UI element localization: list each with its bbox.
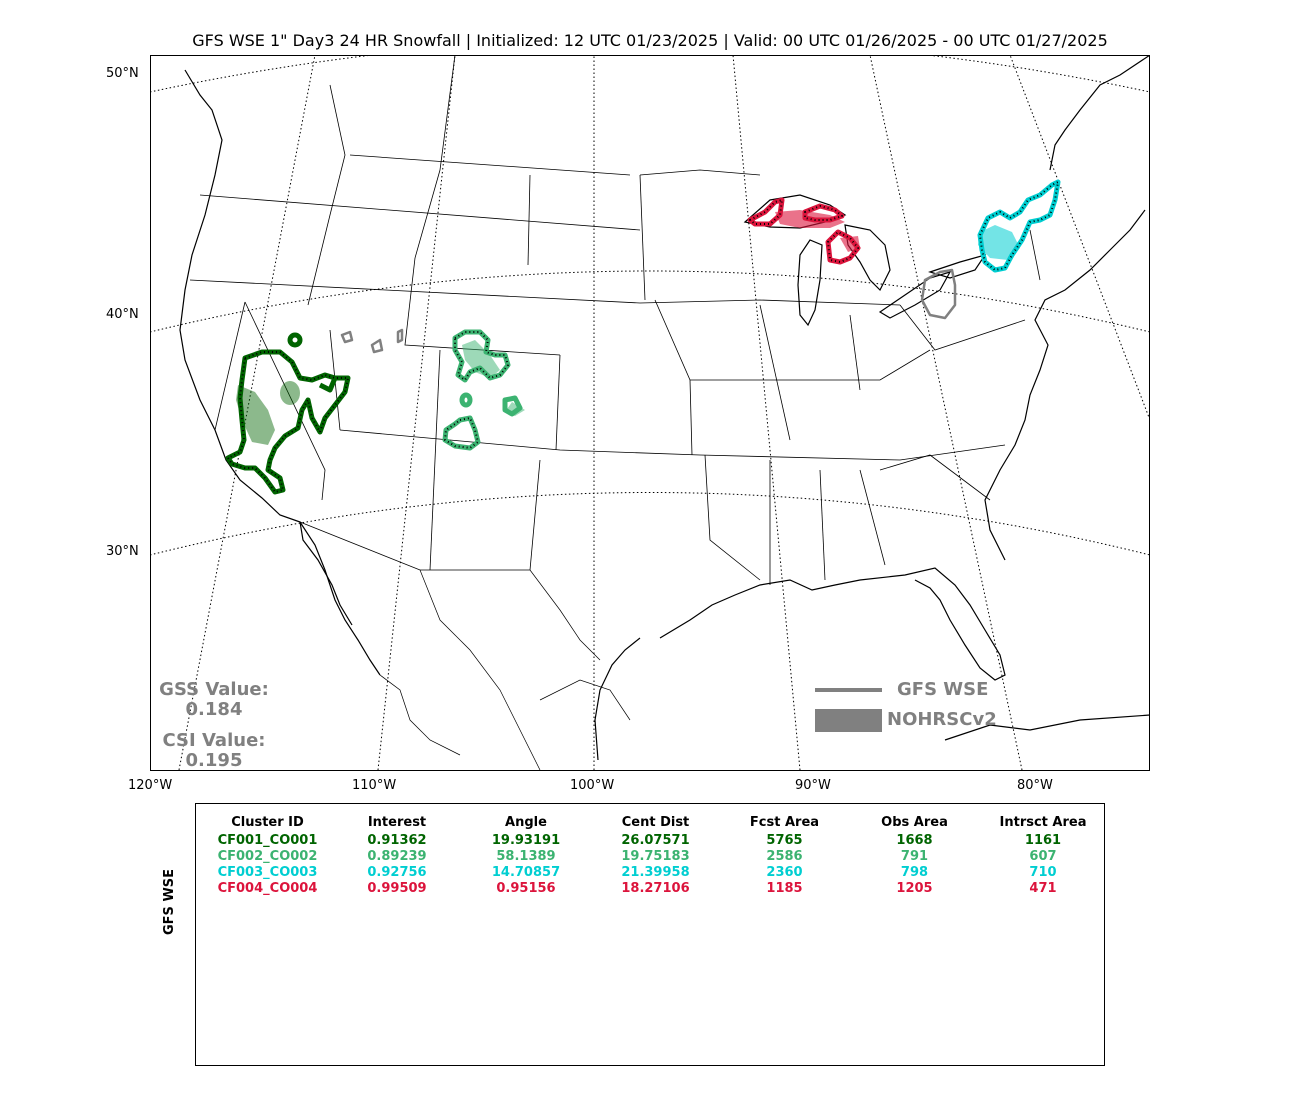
header-fcst-area: Fcst Area (749, 814, 820, 830)
cell-fcst-area: 1185 (766, 880, 803, 896)
cell-fcst-area: 2586 (766, 848, 803, 864)
legend-observed-swatch (815, 709, 882, 732)
obs-area-cf001 (236, 385, 275, 445)
csi-value: 0.195 (185, 750, 243, 771)
cell-cluster-id: CF002_CO002 (217, 848, 318, 864)
lon-label-110: 110°W (352, 778, 397, 793)
graticule (151, 55, 1150, 770)
lat-label-40: 40°N (106, 307, 139, 322)
cell-intrsct-area: 471 (1029, 880, 1057, 896)
legend-forecast-label: GFS WSE (897, 679, 989, 700)
forecast-contours (225, 179, 1061, 495)
table-row: CF002_CO002 0.89239 58.1389 19.75183 258… (210, 848, 1098, 864)
cell-cent-dist: 21.39958 (621, 864, 690, 880)
header-angle: Angle (505, 814, 547, 830)
cell-interest: 0.99509 (367, 880, 427, 896)
legend-observed-label: NOHRSCv2 (887, 709, 997, 730)
cell-cent-dist: 19.75183 (621, 848, 690, 864)
lon-label-120: 120°W (128, 778, 173, 793)
unmatched-contours (340, 268, 957, 354)
header-intrsct-area: Intrsct Area (999, 814, 1087, 830)
cell-intrsct-area: 1161 (1024, 832, 1062, 848)
cell-angle: 14.70857 (491, 864, 561, 880)
observed-areas (236, 210, 1020, 445)
cell-angle: 58.1389 (496, 848, 556, 864)
obs-area-cf002 (462, 340, 500, 378)
cell-obs-area: 1205 (896, 880, 933, 896)
lat-label-50: 50°N (106, 66, 139, 81)
cell-obs-area: 798 (900, 864, 929, 880)
cell-angle: 19.93191 (491, 832, 561, 848)
cluster-stats-table: Cluster ID Interest Angle Cent Dist Fcst… (210, 814, 1098, 896)
stats-table-panel (195, 803, 1105, 1066)
fcst-contour-cf003 (977, 179, 1061, 273)
state-borders (189, 55, 1041, 585)
cell-cent-dist: 18.27106 (621, 880, 690, 896)
cell-cluster-id: CF003_CO003 (217, 864, 318, 880)
header-cent-dist: Cent Dist (621, 814, 690, 830)
fcst-contour-cf004 (747, 197, 861, 265)
header-cluster-id: Cluster ID (231, 814, 304, 830)
table-ylabel: GFS WSE (162, 868, 177, 935)
cell-angle: 0.95156 (496, 880, 556, 896)
cell-obs-area: 1668 (896, 832, 933, 848)
table-header-row: Cluster ID Interest Angle Cent Dist Fcst… (210, 814, 1098, 832)
cell-interest: 0.89239 (367, 848, 427, 864)
table-row: CF004_CO004 0.99509 0.95156 18.27106 118… (210, 880, 1098, 896)
lon-label-80: 80°W (1017, 778, 1053, 793)
cell-fcst-area: 2360 (766, 864, 803, 880)
lon-label-100: 100°W (570, 778, 615, 793)
header-interest: Interest (367, 814, 427, 830)
coastlines (179, 55, 1150, 761)
csi-score: CSI Value: 0.195 (150, 731, 278, 771)
cell-cent-dist: 26.07571 (621, 832, 690, 848)
csi-label: CSI Value: (162, 730, 266, 751)
table-row: CF001_CO001 0.91362 19.93191 26.07571 57… (210, 832, 1098, 848)
map-frame (150, 55, 1150, 771)
cell-cluster-id: CF004_CO004 (217, 880, 318, 896)
header-obs-area: Obs Area (881, 814, 948, 830)
lon-label-90: 90°W (795, 778, 831, 793)
cell-interest: 0.91362 (367, 832, 427, 848)
gss-score: GSS Value: 0.184 (150, 680, 278, 720)
gss-label: GSS Value: (159, 679, 269, 700)
lat-label-30: 30°N (106, 544, 139, 559)
cell-obs-area: 791 (900, 848, 929, 864)
obs-area-cf001b (280, 381, 300, 405)
cell-fcst-area: 5765 (766, 832, 803, 848)
cell-interest: 0.92756 (367, 864, 427, 880)
obs-area-cf003 (978, 225, 1020, 260)
cell-intrsct-area: 710 (1029, 864, 1057, 880)
cell-cluster-id: CF001_CO001 (217, 832, 318, 848)
gss-value: 0.184 (185, 699, 243, 720)
snowfall-map (150, 55, 1150, 771)
table-row: CF003_CO003 0.92756 14.70857 21.39958 23… (210, 864, 1098, 880)
mexico-borders (379, 569, 631, 770)
map-title: GFS WSE 1" Day3 24 HR Snowfall | Initial… (192, 31, 1108, 50)
cell-intrsct-area: 607 (1029, 848, 1057, 864)
